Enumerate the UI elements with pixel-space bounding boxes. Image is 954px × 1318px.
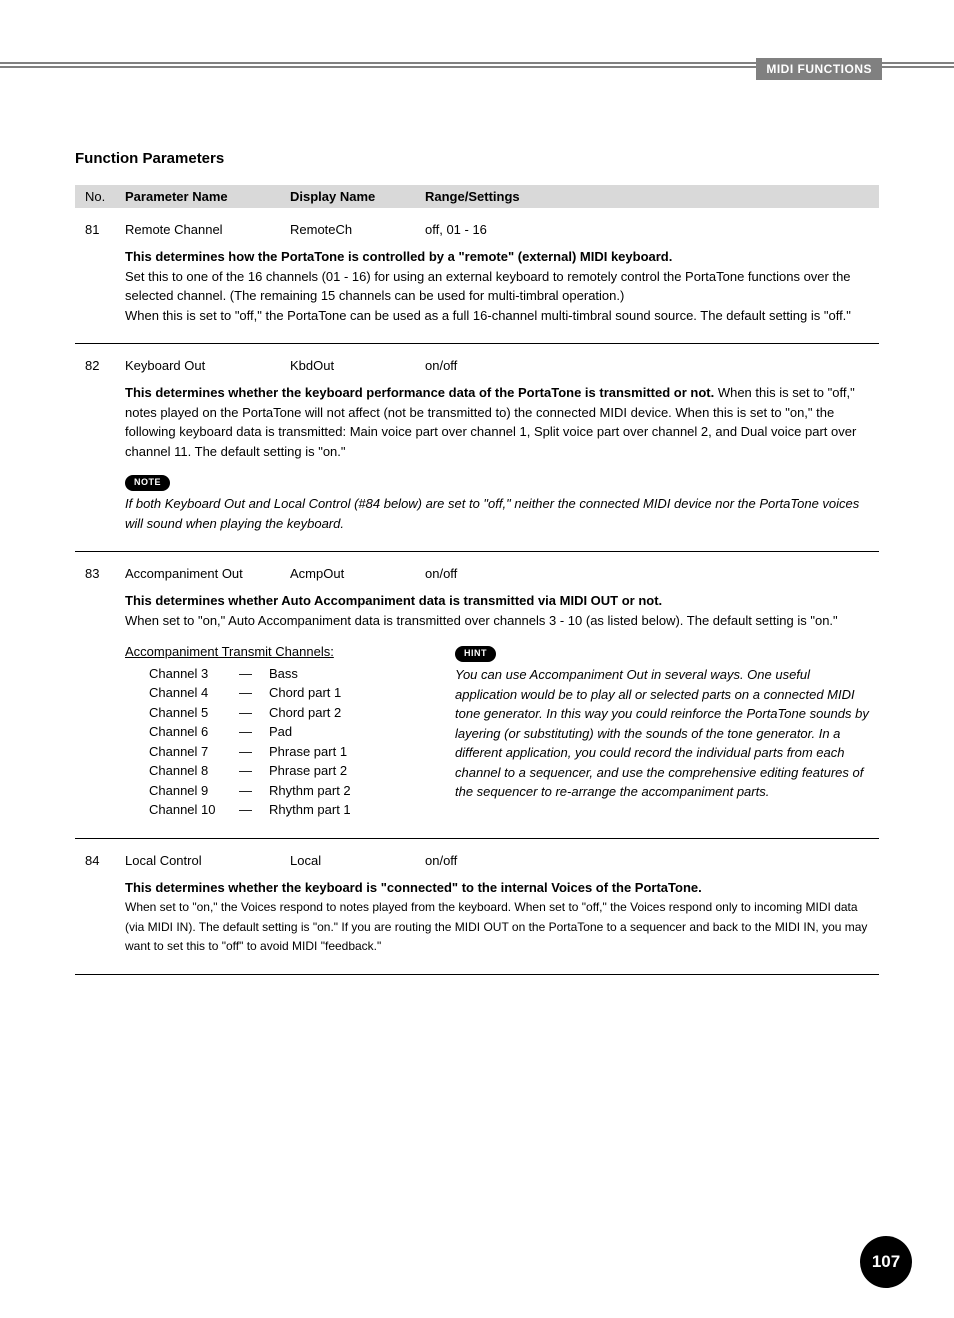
param-no: 82: [85, 358, 125, 373]
channel-part: Rhythm part 1: [269, 800, 351, 820]
channel-row: Channel 9—Rhythm part 2: [149, 781, 425, 801]
channel-row: Channel 5—Chord part 2: [149, 703, 425, 723]
channel-part: Phrase part 2: [269, 761, 347, 781]
desc-body: When set to "on," the Voices respond to …: [125, 900, 867, 953]
note-pill: NOTE: [125, 475, 170, 492]
page-number-badge: 107: [860, 1236, 912, 1288]
dash: —: [239, 683, 269, 703]
channel-row: Channel 4—Chord part 1: [149, 683, 425, 703]
channel-label: Channel 3: [149, 664, 239, 684]
channel-part: Rhythm part 2: [269, 781, 351, 801]
param-name: Keyboard Out: [125, 358, 290, 373]
section-header: MIDI FUNCTIONS: [756, 58, 882, 80]
param-84-desc: This determines whether the keyboard is …: [125, 878, 869, 956]
desc-body: Set this to one of the 16 channels (01 -…: [125, 269, 851, 304]
channels-column: Accompaniment Transmit Channels: Channel…: [125, 642, 425, 820]
param-row-84: 84 Local Control Local on/off: [75, 839, 879, 878]
th-no: No.: [85, 189, 125, 204]
section-title: Function Parameters: [75, 150, 879, 167]
param-display: AcmpOut: [290, 566, 425, 581]
channel-label: Channel 8: [149, 761, 239, 781]
dash: —: [239, 742, 269, 762]
channel-label: Channel 5: [149, 703, 239, 723]
param-no: 83: [85, 566, 125, 581]
desc-bold: This determines whether Auto Accompanime…: [125, 593, 662, 608]
param-range: on/off: [425, 566, 457, 581]
dash: —: [239, 781, 269, 801]
divider: [75, 974, 879, 975]
hint-column: HINT You can use Accompaniment Out in se…: [455, 642, 869, 820]
th-param: Parameter Name: [125, 189, 290, 204]
channel-part: Phrase part 1: [269, 742, 347, 762]
table-header: No. Parameter Name Display Name Range/Se…: [75, 185, 879, 208]
param-82-desc: This determines whether the keyboard per…: [125, 383, 869, 533]
channel-row: Channel 8—Phrase part 2: [149, 761, 425, 781]
desc-bold: This determines whether the keyboard per…: [125, 385, 714, 400]
desc-body: When this is set to "off," the PortaTone…: [125, 308, 851, 323]
dash: —: [239, 761, 269, 781]
channels-hint-row: Accompaniment Transmit Channels: Channel…: [125, 642, 869, 820]
param-83-desc: This determines whether Auto Accompanime…: [125, 591, 869, 820]
channel-row: Channel 10—Rhythm part 1: [149, 800, 425, 820]
th-display: Display Name: [290, 189, 425, 204]
channels-title: Accompaniment Transmit Channels:: [125, 642, 425, 662]
dash: —: [239, 664, 269, 684]
param-range: on/off: [425, 853, 457, 868]
desc-bold: This determines whether the keyboard is …: [125, 880, 702, 895]
channel-row: Channel 6—Pad: [149, 722, 425, 742]
hint-pill: HINT: [455, 646, 496, 663]
channel-label: Channel 4: [149, 683, 239, 703]
desc-body: When set to "on," Auto Accompaniment dat…: [125, 613, 838, 628]
channel-row: Channel 3—Bass: [149, 664, 425, 684]
param-display: KbdOut: [290, 358, 425, 373]
param-name: Accompaniment Out: [125, 566, 290, 581]
channel-label: Channel 10: [149, 800, 239, 820]
page-content: Function Parameters No. Parameter Name D…: [75, 150, 879, 975]
channel-label: Channel 7: [149, 742, 239, 762]
param-81-desc: This determines how the PortaTone is con…: [125, 247, 869, 325]
channel-part: Bass: [269, 664, 298, 684]
param-row-83: 83 Accompaniment Out AcmpOut on/off: [75, 552, 879, 591]
channel-part: Chord part 2: [269, 703, 341, 723]
param-name: Remote Channel: [125, 222, 290, 237]
channel-label: Channel 9: [149, 781, 239, 801]
note-text: If both Keyboard Out and Local Control (…: [125, 494, 869, 533]
param-no: 84: [85, 853, 125, 868]
th-range: Range/Settings: [425, 189, 869, 204]
dash: —: [239, 703, 269, 723]
param-no: 81: [85, 222, 125, 237]
hint-text: You can use Accompaniment Out in several…: [455, 667, 869, 799]
param-row-82: 82 Keyboard Out KbdOut on/off: [75, 344, 879, 383]
channel-part: Pad: [269, 722, 292, 742]
channel-part: Chord part 1: [269, 683, 341, 703]
dash: —: [239, 800, 269, 820]
desc-bold: This determines how the PortaTone is con…: [125, 249, 672, 264]
param-name: Local Control: [125, 853, 290, 868]
dash: —: [239, 722, 269, 742]
channel-row: Channel 7—Phrase part 1: [149, 742, 425, 762]
param-display: RemoteCh: [290, 222, 425, 237]
channel-label: Channel 6: [149, 722, 239, 742]
param-range: off, 01 - 16: [425, 222, 487, 237]
param-range: on/off: [425, 358, 457, 373]
param-display: Local: [290, 853, 425, 868]
param-row-81: 81 Remote Channel RemoteCh off, 01 - 16: [75, 208, 879, 247]
